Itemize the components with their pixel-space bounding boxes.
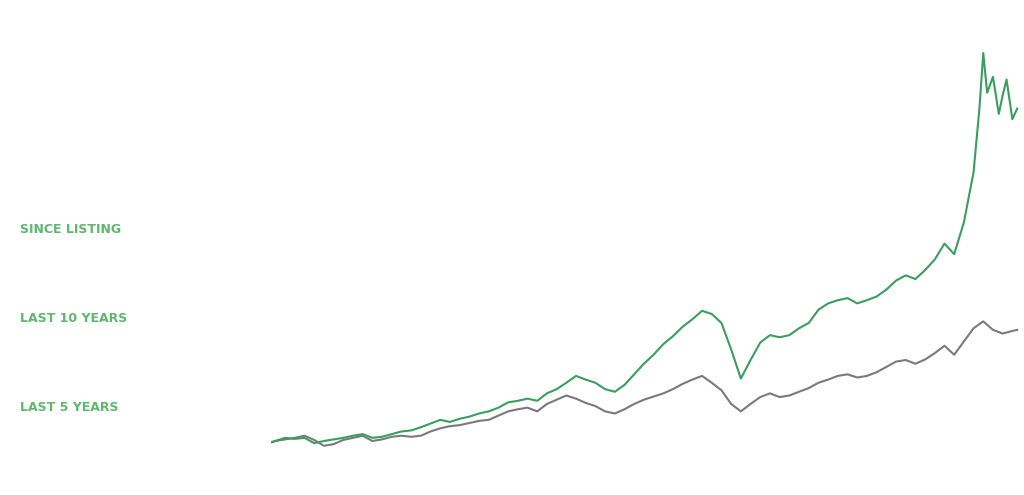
Text: long-term total: long-term total [20,62,137,76]
Text: shareholder returns: shareholder returns [20,99,175,113]
Text: WES +19.1% pa: WES +19.1% pa [20,255,123,268]
Text: Index +8.4% pa: Index +8.4% pa [20,462,121,475]
Text: Wesfarmers’: Wesfarmers’ [20,25,118,39]
Text: LAST 10 YEARS: LAST 10 YEARS [20,312,128,325]
Text: in excess of the: in excess of the [20,136,141,150]
Text: Index +10.5% pa: Index +10.5% pa [20,284,129,297]
Text: SINCE LISTING: SINCE LISTING [20,223,122,236]
Text: LAST 5 YEARS: LAST 5 YEARS [20,401,119,414]
Text: broader market: broader market [20,173,140,187]
Text: Index +8.1% pa: Index +8.1% pa [20,373,121,386]
Text: WES +10.8% pa: WES +10.8% pa [20,344,123,357]
Text: WES +16.8% pa: WES +16.8% pa [20,433,123,446]
